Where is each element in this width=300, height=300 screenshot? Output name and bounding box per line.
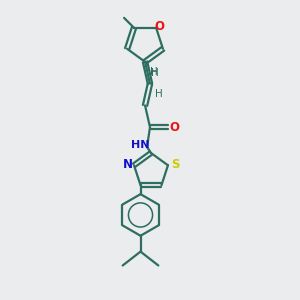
- Text: N: N: [123, 158, 133, 171]
- Text: H: H: [155, 88, 163, 98]
- Text: S: S: [171, 158, 179, 171]
- Text: O: O: [170, 121, 180, 134]
- Text: H: H: [151, 68, 159, 78]
- Text: HN: HN: [131, 140, 149, 150]
- Text: O: O: [154, 20, 164, 33]
- Text: H: H: [150, 67, 158, 77]
